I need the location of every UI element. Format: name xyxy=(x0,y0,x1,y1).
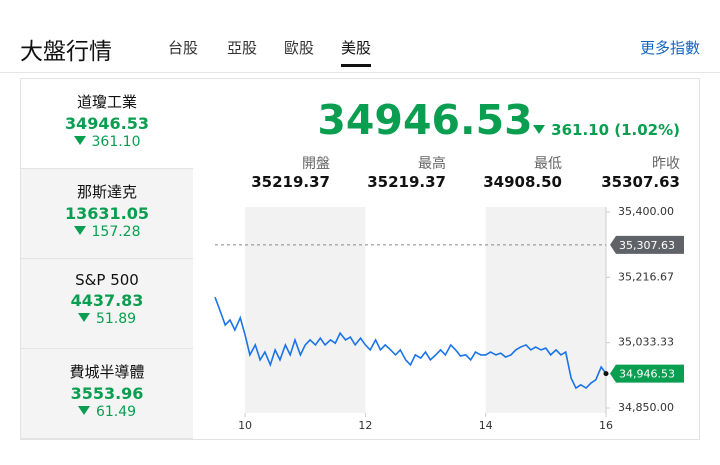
index-value: 34946.53 xyxy=(64,114,149,133)
y-tick-label: 35,400.00 xyxy=(618,205,674,218)
down-arrow xyxy=(73,136,86,145)
index-value: 13631.05 xyxy=(64,204,149,223)
x-tick-label: 16 xyxy=(599,419,613,432)
tab[interactable]: 台股 xyxy=(168,39,199,57)
last-label-box xyxy=(610,364,684,383)
index-value: 4437.83 xyxy=(70,291,144,310)
index-change-text: 157.28 xyxy=(91,224,141,240)
title: 大盤行情 xyxy=(20,39,112,65)
down-arrow xyxy=(77,313,90,322)
index-name: 那斯達克 xyxy=(76,183,137,201)
reference-label: 35,307.63 xyxy=(619,239,675,252)
stat-value: 34908.50 xyxy=(483,173,562,191)
index-change-text: 361.10 xyxy=(91,134,141,150)
tab[interactable]: 亞股 xyxy=(227,39,258,57)
index-change-text: 61.49 xyxy=(95,404,137,420)
index-value: 3553.96 xyxy=(70,384,144,403)
change-text: 361.10 (1.02%) xyxy=(551,121,680,139)
index-change: 51.89 xyxy=(21,311,193,327)
index-change: 361.10 xyxy=(21,134,193,150)
y-tick-label: 34,850.00 xyxy=(618,401,674,414)
tab[interactable]: 歐股 xyxy=(284,39,315,57)
down-arrow xyxy=(73,226,86,235)
down-arrow xyxy=(77,406,90,415)
index-change-text: 51.89 xyxy=(95,311,137,327)
quote-change: 361.10 (1.02%) xyxy=(533,121,680,139)
x-tick-label: 12 xyxy=(358,419,372,432)
session-band xyxy=(245,207,366,413)
y-tick-label: 35,033.33 xyxy=(618,336,674,349)
index-row[interactable]: 道瓊工業 34946.53 361.10 xyxy=(21,79,193,169)
more-link[interactable]: 更多指數 xyxy=(639,39,700,57)
index-name: S&P 500 xyxy=(75,271,139,289)
index-change: 61.49 xyxy=(21,404,193,420)
x-tick-label: 14 xyxy=(479,419,493,432)
last-point xyxy=(603,371,609,377)
stat-label: 昨收 xyxy=(652,156,680,172)
last-label: 34,946.53 xyxy=(619,368,675,381)
index-name: 費城半導體 xyxy=(69,363,145,381)
reference-label-box xyxy=(610,235,684,254)
divider xyxy=(0,72,720,73)
price-line xyxy=(214,296,607,390)
index-row[interactable]: 費城半導體 3553.96 61.49 xyxy=(21,349,193,439)
x-tick-label: 10 xyxy=(238,419,252,432)
card xyxy=(20,78,700,440)
stat-label: 最高 xyxy=(418,156,446,172)
index-name: 道瓊工業 xyxy=(76,93,137,111)
chart: 35,400.00 35,216.67 35,033.33 34,850.00 10 12… xyxy=(214,205,684,432)
stat-label: 最低 xyxy=(534,156,562,172)
stat-value: 35307.63 xyxy=(601,173,680,191)
index-row[interactable]: 那斯達克 13631.05 157.28 xyxy=(21,169,193,259)
down-arrow xyxy=(533,125,546,134)
tab[interactable]: 美股 xyxy=(341,37,372,67)
quote-value: 34946.53 xyxy=(317,96,533,144)
index-change: 157.28 xyxy=(21,224,193,240)
stat-value: 35219.37 xyxy=(251,173,330,191)
index-row[interactable]: S&P 500 4437.83 51.89 xyxy=(21,259,193,349)
y-tick-label: 35,216.67 xyxy=(618,270,674,283)
stat-value: 35219.37 xyxy=(367,173,446,191)
stat-label: 開盤 xyxy=(302,156,330,172)
session-band xyxy=(485,207,606,413)
